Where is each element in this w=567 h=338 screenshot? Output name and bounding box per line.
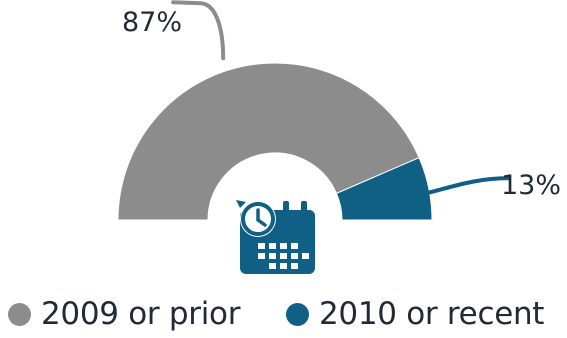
leader-line-2010-or-recent <box>420 176 511 197</box>
legend: 2009 or prior 2010 or recent <box>0 296 567 336</box>
leader-lines-group <box>171 0 511 197</box>
data-label-2010-or-recent: 13% <box>501 170 561 201</box>
legend-label-2009-or-prior: 2009 or prior <box>41 296 241 332</box>
calendar-clock-icon <box>236 200 315 274</box>
data-label-2009-or-prior: 87% <box>122 7 182 38</box>
legend-swatch-2010-or-recent <box>286 302 309 326</box>
slices-group <box>117 62 433 221</box>
legend-item-2010-or-recent: 2010 or recent <box>286 296 544 332</box>
legend-item-2009-or-prior: 2009 or prior <box>8 296 240 332</box>
legend-label-2010-or-recent: 2010 or recent <box>319 296 545 332</box>
slice-2009-or-prior <box>117 62 420 221</box>
slice-2010-or-recent <box>335 156 433 221</box>
data-labels-group: 87% 13% <box>122 7 561 201</box>
legend-swatch-2009-or-prior <box>8 302 31 326</box>
leader-line-2009-or-prior <box>171 0 226 61</box>
